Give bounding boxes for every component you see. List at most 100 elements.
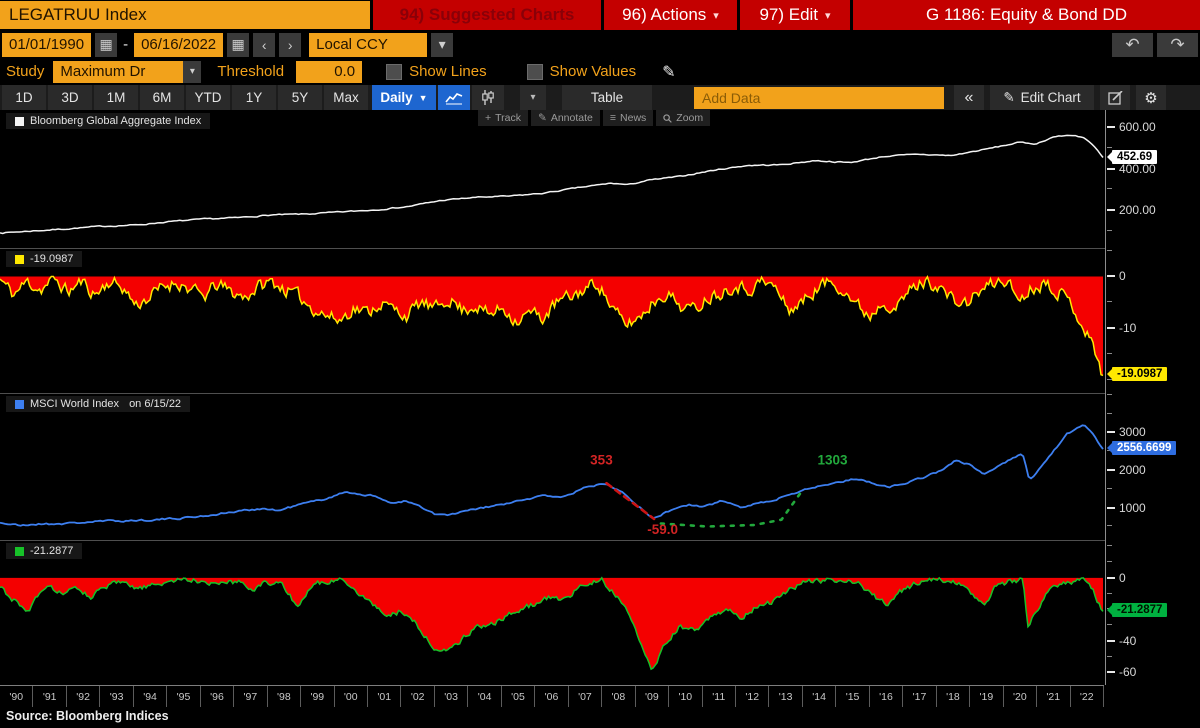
settings-button[interactable]: ⚙	[1136, 85, 1166, 110]
annotate-pencil-icon[interactable]: ✎	[662, 63, 676, 81]
period-back-button[interactable]: ‹	[253, 32, 276, 57]
panel-1-plot[interactable]	[0, 110, 1105, 248]
y-axis-label: 600.00	[1119, 119, 1156, 134]
y-tick	[1107, 353, 1112, 355]
range-button-5y[interactable]: 5Y	[278, 85, 322, 110]
badge-value: -19.0987	[1112, 367, 1168, 382]
y-tick	[1107, 576, 1115, 579]
chevron-left-icon: ‹	[261, 36, 267, 53]
collapse-panel-button[interactable]: «	[954, 85, 984, 110]
redo-button[interactable]: ↷	[1157, 32, 1198, 57]
annotate-button[interactable]: ✎ Annotate	[531, 110, 600, 126]
y-tick	[1107, 545, 1112, 547]
table-button[interactable]: Table	[562, 85, 652, 110]
show-lines-checkbox[interactable]	[386, 63, 403, 80]
year-tick-label: '07	[569, 686, 603, 707]
zoom-button[interactable]: Zoom	[656, 110, 711, 126]
candlestick-icon	[482, 90, 494, 105]
study-label: Study	[6, 63, 45, 80]
edit-chart-button[interactable]: ✎ Edit Chart	[990, 85, 1094, 110]
currency-select[interactable]: Local CCY	[309, 32, 428, 57]
news-button[interactable]: ≡ News	[602, 110, 654, 126]
panel-1-legend[interactable]: Bloomberg Global Aggregate Index	[6, 113, 211, 129]
year-tick-label: '19	[970, 686, 1004, 707]
start-date-input[interactable]: 01/01/1990	[2, 32, 92, 57]
badge-arrow-icon	[1107, 443, 1112, 454]
panel-3-legend[interactable]: MSCI World Index on 6/15/22	[6, 396, 191, 412]
threshold-label: Threshold	[217, 63, 285, 80]
y-tick	[1107, 671, 1115, 674]
study-select[interactable]: Maximum Dr	[53, 60, 184, 83]
annotation-dashed-line	[605, 481, 656, 521]
panel-4-legend[interactable]: -21.2877	[6, 543, 83, 559]
year-tick-label: '01	[368, 686, 402, 707]
y-axis-label: 0	[1119, 570, 1126, 585]
panel-2-plot[interactable]	[0, 248, 1105, 393]
y-axis-label: 1000	[1119, 500, 1146, 515]
range-button-max[interactable]: Max	[324, 85, 368, 110]
year-tick-label: '00	[335, 686, 368, 707]
ticker-input[interactable]: LEGATRUU Index	[0, 1, 370, 29]
chart-type-dropdown-button[interactable]: ▾	[520, 85, 546, 110]
chart-mini-toolbar: + Track ✎ Annotate ≡ News Zoom	[478, 110, 711, 126]
badge-value: 452.69	[1112, 149, 1158, 164]
y-tick	[1107, 412, 1112, 414]
chevron-down-icon: ▾	[825, 9, 831, 22]
candlestick-chart-type-button[interactable]	[472, 85, 504, 110]
y-axis-label: 2000	[1119, 463, 1146, 478]
show-values-label: Show Values	[549, 63, 637, 80]
y-tick	[1107, 275, 1115, 278]
period-forward-button[interactable]: ›	[279, 32, 302, 57]
threshold-input[interactable]: 0.0	[296, 60, 363, 83]
chart-note-button[interactable]	[1100, 85, 1130, 110]
line-chart-type-button[interactable]	[438, 85, 470, 110]
panel-2-legend[interactable]: -19.0987	[6, 251, 83, 267]
y-tick	[1107, 639, 1115, 642]
badge-value: 2556.6699	[1112, 441, 1177, 456]
start-date-calendar-button[interactable]: ▦	[95, 32, 118, 57]
range-button-1d[interactable]: 1D	[2, 85, 46, 110]
year-tick-label: '97	[234, 686, 268, 707]
track-button[interactable]: + Track	[478, 110, 529, 126]
range-button-ytd[interactable]: YTD	[186, 85, 230, 110]
add-data-input[interactable]	[694, 86, 944, 109]
end-date-input[interactable]: 06/16/2022	[134, 32, 224, 57]
year-tick-label: '99	[301, 686, 335, 707]
year-tick-label: '93	[100, 686, 134, 707]
edit-menu-button[interactable]: 97) Edit ▾	[740, 0, 850, 30]
actions-menu-button[interactable]: 96) Actions ▾	[604, 0, 737, 30]
series-line	[0, 424, 1104, 527]
chevron-down-icon: ▼	[418, 92, 428, 103]
panel-3-plot[interactable]: 353 -59.0 1303	[0, 393, 1105, 540]
range-button-3d[interactable]: 3D	[48, 85, 92, 110]
legend-swatch-icon	[15, 116, 24, 126]
study-dropdown-button[interactable]: ▾	[183, 60, 202, 83]
pencil-icon: ✎	[1003, 89, 1015, 105]
drawdown-fill	[0, 276, 1103, 376]
year-tick-label: '91	[33, 686, 67, 707]
badge-arrow-icon	[1107, 151, 1112, 162]
year-tick-label: '05	[502, 686, 536, 707]
legend-swatch-icon	[15, 546, 24, 556]
chevron-down-icon: ▾	[438, 36, 446, 52]
range-button-1y[interactable]: 1Y	[232, 85, 276, 110]
annotation-label: -59.0	[647, 522, 678, 537]
panel-separator	[0, 248, 1105, 249]
date-range-bar: 01/01/1990 ▦ - 06/16/2022 ▦ ‹ › Local CC…	[0, 31, 1200, 58]
collapse-icon: «	[964, 88, 974, 106]
end-date-calendar-button[interactable]: ▦	[227, 32, 250, 57]
y-tick	[1107, 230, 1112, 232]
show-values-checkbox[interactable]	[526, 63, 543, 80]
y-tick	[1107, 393, 1112, 395]
annotate-icon: ✎	[538, 112, 547, 124]
year-tick-label: '18	[937, 686, 971, 707]
year-tick-label: '95	[167, 686, 201, 707]
range-button-6m[interactable]: 6M	[140, 85, 184, 110]
currency-dropdown-button[interactable]: ▾	[431, 32, 454, 57]
range-button-1m[interactable]: 1M	[94, 85, 138, 110]
badge-arrow-icon	[1107, 605, 1112, 616]
suggested-charts-button[interactable]: 94) Suggested Charts	[373, 0, 601, 30]
period-select[interactable]: Daily ▼	[372, 85, 436, 110]
undo-button[interactable]: ↶	[1112, 32, 1153, 57]
panel-4-plot[interactable]	[0, 540, 1105, 685]
